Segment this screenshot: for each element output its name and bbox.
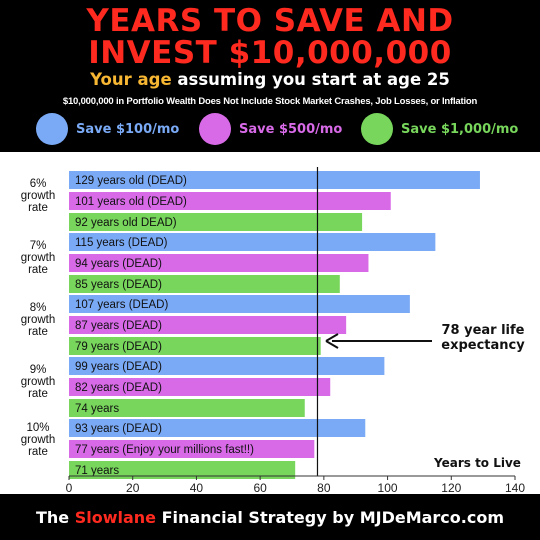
annotation-line-1: 78 year life [441, 323, 525, 338]
group-label-9pct: 9% growth rate [10, 364, 66, 400]
header-banner [0, 0, 540, 152]
legend-item-1000: Save $1,000/mo [361, 113, 519, 145]
group-label-line: growth [20, 434, 56, 446]
x-tick-label: 100 [378, 481, 398, 494]
bar [69, 316, 347, 334]
group-label-line: rate [28, 446, 48, 458]
x-tick-label: 20 [126, 481, 140, 494]
bar-label: 107 years (DEAD) [75, 299, 168, 311]
legend-label-500: Save $500/mo [239, 121, 343, 137]
group-label-10pct: 10% growth rate [10, 422, 66, 458]
group-label-line: 7% [29, 240, 47, 252]
bar [69, 233, 436, 251]
group-label-7pct: 7% growth rate [10, 240, 66, 276]
group-label-line: growth [20, 252, 56, 264]
group-label-line: 6% [29, 178, 47, 190]
legend-label-1000: Save $1,000/mo [401, 121, 519, 137]
annotation-arrowhead [325, 333, 339, 349]
bar [69, 192, 391, 210]
bar [69, 275, 340, 293]
footer-part-2: Slowlane [74, 508, 157, 527]
bar-label: 74 years [75, 403, 119, 415]
bar-label: 71 years [75, 465, 119, 477]
annotation-line-2: expectancy [441, 338, 525, 353]
x-axis-title: Years to Live [434, 456, 521, 470]
title-line-1: YEARS TO SAVE AND [86, 3, 454, 39]
group-label-line: growth [20, 376, 56, 388]
subtitle: Your age assuming you start at age 25 [0, 70, 540, 90]
bar-label: 129 years old (DEAD) [75, 175, 187, 187]
bar-label: 101 years old (DEAD) [75, 196, 187, 208]
bar-label: 87 years (DEAD) [75, 320, 162, 332]
group-label-line: 10% [26, 422, 50, 434]
bar-label: 82 years (DEAD) [75, 382, 162, 394]
x-tick-label: 80 [317, 481, 331, 494]
subtitle-part-3: age 25 [387, 70, 450, 89]
group-label-line: rate [28, 202, 48, 214]
bar [69, 357, 385, 375]
x-tick-label: 60 [253, 481, 267, 494]
footer-banner [0, 494, 540, 540]
group-label-line: growth [20, 314, 56, 326]
bar-label: 92 years old DEAD) [75, 217, 177, 229]
legend-swatch-purple [199, 113, 231, 145]
bar-label: 79 years (DEAD) [75, 341, 162, 353]
bar-label: 94 years (DEAD) [75, 258, 162, 270]
footer-part-1: The [35, 508, 70, 527]
bar [69, 337, 321, 355]
x-tick-label: 0 [66, 481, 73, 494]
footer-text: The Slowlane Financial Strategy by MJDeM… [0, 508, 540, 528]
bar [69, 378, 331, 396]
legend-item-100: Save $100/mo [36, 113, 180, 145]
title-line-2: INVEST $10,000,000 [88, 35, 452, 71]
bar-label: 115 years (DEAD) [75, 237, 168, 249]
legend-swatch-green [361, 113, 393, 145]
bar-label: 85 years (DEAD) [75, 279, 162, 291]
group-label-line: 9% [29, 364, 47, 376]
disclaimer-note: $10,000,000 in Portfolio Wealth Does Not… [62, 96, 478, 107]
bar-label: 93 years (DEAD) [75, 423, 162, 435]
group-label-8pct: 8% growth rate [10, 302, 66, 338]
x-tick-label: 40 [190, 481, 204, 494]
bar [69, 461, 296, 479]
bar [69, 399, 305, 417]
bar [69, 213, 363, 231]
group-label-line: rate [28, 326, 48, 338]
bar-chart: 129 years old (DEAD) 101 years old (DEAD)… [66, 167, 525, 494]
bar-label: 77 years (Enjoy your millions fast!!) [75, 444, 254, 456]
subtitle-part-1: Your age [90, 70, 172, 89]
legend-item-500: Save $500/mo [199, 113, 343, 145]
bar [69, 419, 366, 437]
group-label-line: 8% [29, 302, 47, 314]
group-label-line: rate [28, 264, 48, 276]
bar [69, 440, 315, 458]
group-label-line: growth [20, 190, 56, 202]
group-label-6pct: 6% growth rate [10, 178, 66, 214]
bar [69, 171, 480, 189]
legend-label-100: Save $100/mo [76, 121, 180, 137]
group-label-line: rate [28, 388, 48, 400]
bar [69, 254, 369, 272]
footer-part-3: Financial Strategy by MJDeMarco.com [161, 508, 505, 527]
x-tick-label: 120 [441, 481, 461, 494]
legend-swatch-blue [36, 113, 68, 145]
x-tick-label: 140 [505, 481, 525, 494]
bar [69, 295, 410, 313]
bar-label: 99 years (DEAD) [75, 361, 162, 373]
life-expectancy-annotation: 78 year life expectancy [428, 323, 538, 353]
subtitle-part-2: assuming you start at [177, 70, 382, 89]
